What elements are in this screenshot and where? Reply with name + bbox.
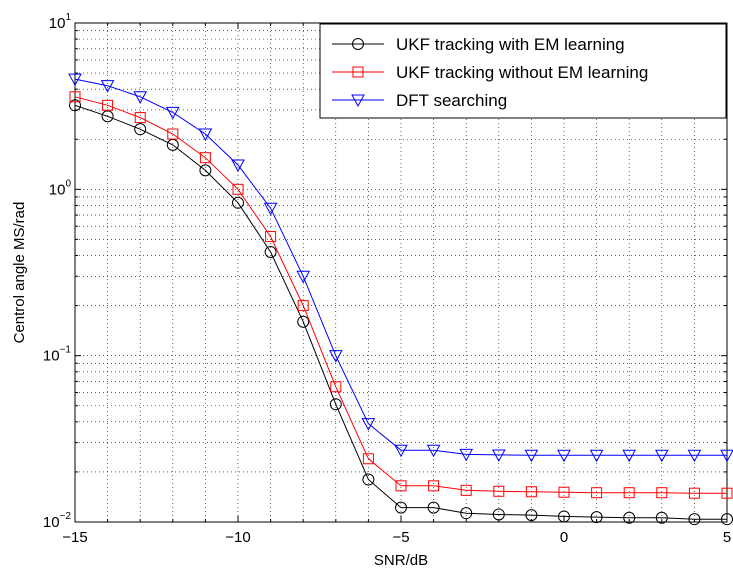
data-point — [394, 444, 408, 458]
y-tick-label: 10−2 — [43, 511, 72, 531]
data-point — [199, 164, 212, 177]
data-point — [330, 381, 342, 393]
grid-lines — [75, 23, 727, 522]
data-point — [351, 94, 365, 108]
data-point — [623, 487, 635, 499]
data-point — [362, 473, 375, 486]
data-point — [720, 449, 733, 463]
data-point — [656, 487, 668, 499]
data-point — [100, 80, 115, 93]
data-point — [362, 453, 374, 465]
series-line — [74, 78, 727, 456]
data-point — [460, 507, 473, 520]
axes: −15 −10 −5 0 5 101 100 10−1 10−2 — [43, 12, 731, 546]
legend-box — [319, 23, 727, 119]
data-point — [591, 487, 603, 499]
series-2 — [68, 73, 733, 463]
data-point — [525, 509, 538, 522]
data-point — [297, 300, 309, 312]
data-point — [296, 270, 311, 284]
data-point — [232, 183, 244, 195]
data-point — [491, 449, 506, 462]
data-point — [199, 152, 211, 164]
data-point — [687, 449, 702, 463]
legend: UKF tracking with EM learning UKF trackin… — [319, 23, 727, 119]
x-tick-label: 5 — [723, 529, 731, 546]
x-axis-label: SNR/dB — [374, 552, 428, 569]
y-tick-label: 10−1 — [43, 345, 72, 365]
data-point — [557, 449, 571, 463]
legend-item: UKF tracking with EM learning — [332, 35, 625, 54]
series-line — [74, 104, 727, 520]
data-point — [558, 510, 570, 523]
data-point — [558, 486, 570, 498]
data-point — [721, 487, 733, 499]
data-point — [265, 231, 277, 243]
legend-label: UKF tracking without EM learning — [396, 63, 648, 82]
data-point — [427, 501, 440, 514]
data-point — [688, 513, 701, 526]
x-tick-label: −10 — [225, 529, 250, 546]
data-point — [231, 159, 245, 173]
data-point — [524, 449, 539, 463]
x-tick-label: −5 — [392, 529, 409, 546]
data-point — [167, 128, 179, 140]
data-point — [198, 128, 213, 142]
data-point — [69, 91, 81, 103]
data-point — [395, 501, 407, 514]
data-point — [329, 398, 342, 411]
data-point — [493, 485, 505, 497]
data-point — [352, 38, 364, 50]
data-point — [590, 511, 603, 524]
data-point — [460, 484, 472, 496]
data-point — [426, 444, 441, 458]
data-point — [623, 511, 636, 524]
legend-item: DFT searching — [332, 91, 507, 110]
data-point — [459, 448, 474, 462]
data-point — [328, 350, 343, 363]
y-tick-label: 101 — [49, 12, 72, 32]
data-point — [68, 73, 82, 87]
data-point — [492, 508, 505, 521]
y-tick-label: 100 — [49, 178, 72, 198]
data-point — [264, 245, 277, 258]
series-1 — [69, 91, 733, 499]
legend-label: UKF tracking with EM learning — [396, 35, 625, 54]
x-tick-label: −15 — [62, 529, 87, 546]
series-0 — [69, 99, 733, 526]
data-point — [297, 315, 310, 328]
data-point — [352, 66, 364, 78]
data-point — [428, 480, 440, 492]
data-point — [654, 449, 669, 463]
data-point — [361, 418, 376, 431]
data-point — [622, 449, 637, 463]
data-point — [134, 112, 146, 124]
x-tick-label: 0 — [560, 529, 568, 546]
data-point — [134, 123, 147, 136]
data-point — [102, 99, 114, 111]
data-point — [688, 487, 700, 499]
data-point — [232, 196, 244, 209]
series-line — [74, 96, 727, 494]
data-point — [589, 449, 604, 463]
data-point — [525, 486, 537, 498]
legend-label: DFT searching — [396, 91, 507, 110]
legend-item: UKF tracking without EM learning — [332, 63, 648, 82]
series-group — [68, 73, 733, 526]
data-point — [263, 202, 278, 216]
y-axis-label: Centrol angle MS/rad — [11, 202, 28, 344]
data-point — [133, 91, 148, 104]
data-point — [395, 480, 407, 492]
data-point — [655, 511, 668, 524]
data-point — [69, 99, 81, 112]
data-point — [165, 106, 180, 120]
